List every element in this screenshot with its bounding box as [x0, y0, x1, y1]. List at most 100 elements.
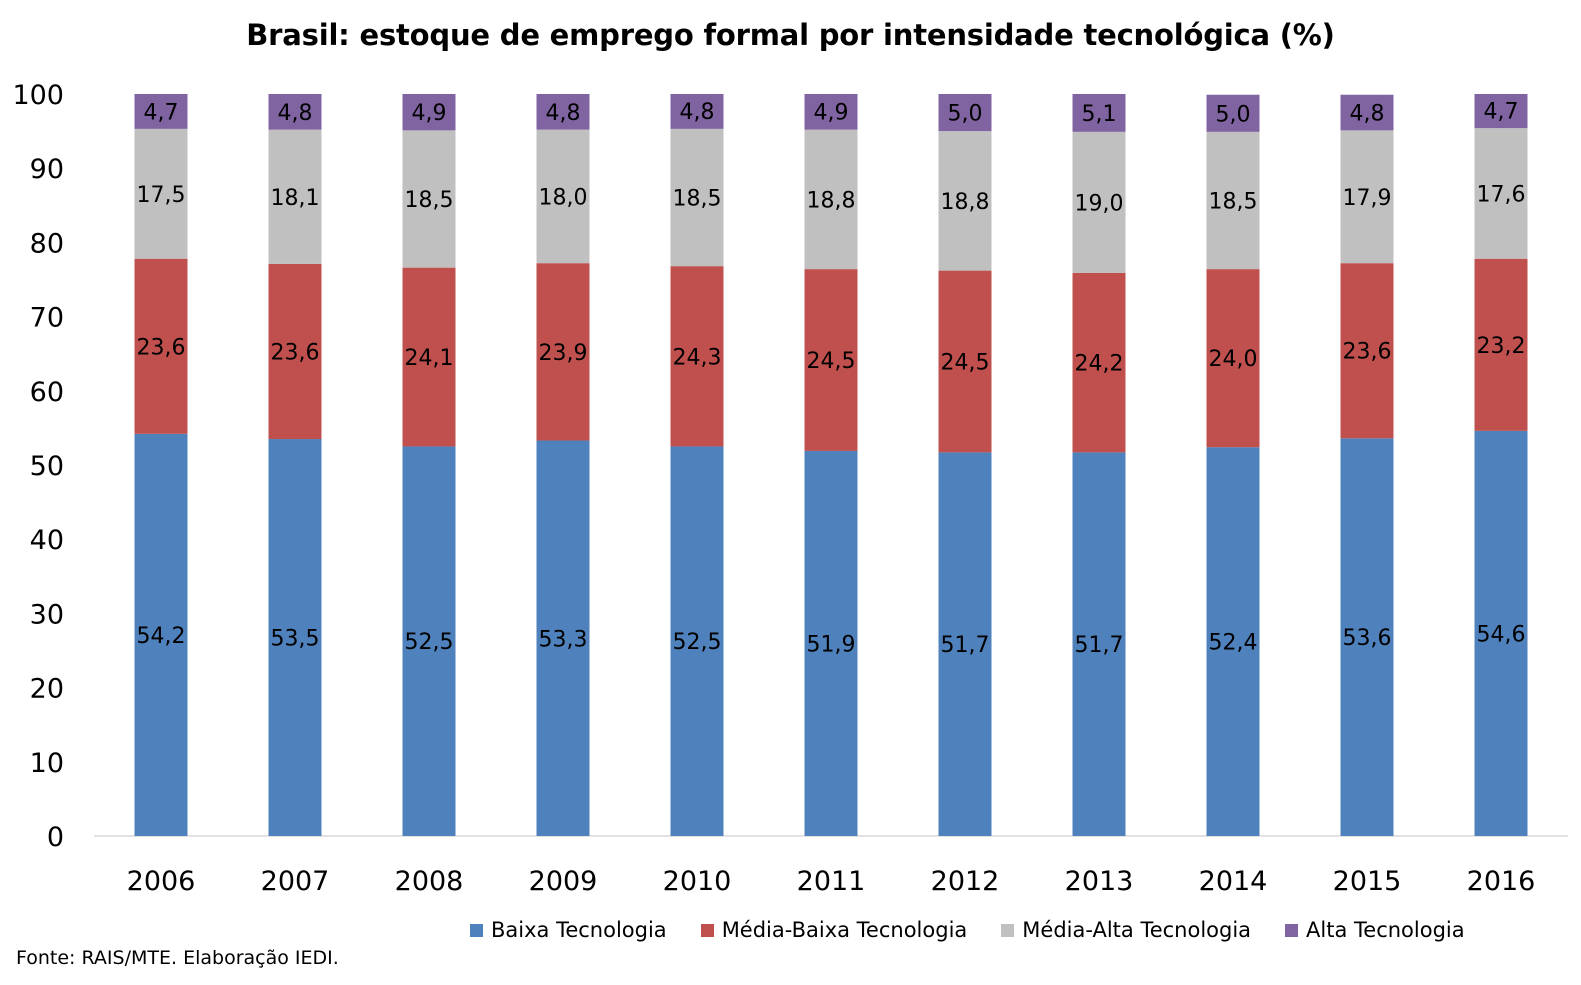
data-label: 17,9 — [1343, 186, 1392, 211]
y-tick-label: 10 — [30, 748, 64, 779]
data-label: 17,6 — [1477, 182, 1526, 207]
data-label: 23,6 — [1343, 340, 1392, 365]
data-label: 24,5 — [941, 350, 990, 375]
bar-segment — [670, 94, 724, 129]
legend-swatch — [700, 923, 714, 937]
legend-item: Média-Baixa Tecnologia — [700, 918, 968, 942]
bar-segment — [938, 270, 992, 453]
bar-segment — [938, 131, 992, 271]
y-tick-label: 60 — [30, 377, 64, 408]
bar-segment — [1072, 94, 1126, 132]
x-tick-label: 2012 — [931, 866, 1000, 897]
y-tick-label: 20 — [30, 674, 64, 705]
y-tick-label: 90 — [30, 154, 64, 185]
bar-segment — [402, 446, 456, 836]
data-label: 17,5 — [137, 183, 186, 208]
x-tick-label: 2006 — [127, 866, 196, 897]
bar-segment — [804, 450, 858, 836]
y-tick-label: 50 — [30, 451, 64, 482]
data-label: 4,8 — [546, 101, 581, 126]
data-label: 53,3 — [539, 627, 588, 652]
bar-segment — [804, 269, 858, 451]
bar-segment — [1340, 130, 1394, 264]
data-label: 54,2 — [137, 624, 186, 649]
data-label: 53,6 — [1343, 626, 1392, 651]
data-label: 24,5 — [807, 349, 856, 374]
data-label: 4,7 — [1484, 100, 1519, 125]
bar-segment — [670, 266, 724, 447]
bar-segment — [1072, 452, 1126, 836]
data-label: 18,8 — [807, 188, 856, 213]
data-label: 51,7 — [941, 633, 990, 658]
x-tick-label: 2015 — [1333, 866, 1402, 897]
y-tick-label: 30 — [30, 599, 64, 630]
x-tick-label: 2010 — [663, 866, 732, 897]
legend-label: Média-Baixa Tecnologia — [721, 918, 968, 942]
bar-segment — [268, 129, 322, 264]
bar-segment — [1206, 269, 1260, 448]
bar-segment — [134, 94, 188, 129]
data-label: 18,5 — [673, 187, 722, 212]
y-tick-label: 0 — [47, 822, 64, 853]
legend-swatch — [1285, 923, 1299, 937]
bar-segment — [402, 94, 456, 131]
data-label: 52,5 — [673, 630, 722, 655]
data-label: 5,0 — [1216, 102, 1251, 127]
bar-segment — [1474, 94, 1528, 129]
chart-legend: Baixa Tecnologia Média-Baixa Tecnologia Mé… — [470, 918, 1465, 942]
data-label: 4,8 — [1350, 102, 1385, 127]
bar-segment — [804, 94, 858, 130]
x-tick-label: 2008 — [395, 866, 464, 897]
bar-segment — [536, 440, 590, 836]
bar-segment — [268, 263, 322, 440]
data-label: 24,2 — [1075, 352, 1124, 377]
bar-segment — [134, 258, 188, 434]
data-label: 23,6 — [137, 335, 186, 360]
bar-segment — [938, 94, 992, 132]
data-label: 4,7 — [144, 100, 179, 125]
bar-segment — [1340, 438, 1394, 836]
legend-label: Alta Tecnologia — [1306, 918, 1465, 942]
data-label: 5,1 — [1082, 102, 1117, 127]
data-label: 18,0 — [539, 185, 588, 210]
x-tick-label: 2007 — [261, 866, 330, 897]
data-label: 24,0 — [1209, 347, 1258, 372]
x-tick-label: 2014 — [1199, 866, 1268, 897]
bar-segment — [1340, 94, 1394, 131]
bar-segment — [1206, 447, 1260, 836]
y-tick-label: 40 — [30, 525, 64, 556]
data-label: 19,0 — [1075, 191, 1124, 216]
data-label: 18,5 — [1209, 189, 1258, 214]
bar-segment — [268, 439, 322, 836]
y-tick-label: 100 — [12, 80, 64, 111]
bar-segment — [670, 446, 724, 836]
legend-item: Alta Tecnologia — [1285, 918, 1465, 942]
x-tick-label: 2016 — [1467, 866, 1536, 897]
data-label: 54,6 — [1477, 622, 1526, 647]
y-tick-label: 80 — [30, 228, 64, 259]
data-label: 23,9 — [539, 341, 588, 366]
data-label: 53,5 — [271, 627, 320, 652]
bar-segment — [402, 267, 456, 447]
data-label: 51,7 — [1075, 633, 1124, 658]
x-tick-label: 2009 — [529, 866, 598, 897]
x-tick-label: 2013 — [1065, 866, 1134, 897]
data-label: 23,2 — [1477, 334, 1526, 359]
bar-segment — [804, 129, 858, 270]
source-note: Fonte: RAIS/MTE. Elaboração IEDI. — [16, 947, 339, 969]
data-label: 4,9 — [814, 100, 849, 125]
bar-segment — [1474, 258, 1528, 431]
legend-item: Baixa Tecnologia — [470, 918, 667, 942]
x-tick-label: 2011 — [797, 866, 866, 897]
bar-segment — [1340, 263, 1394, 439]
bar-segment — [1072, 131, 1126, 273]
legend-swatch — [470, 923, 483, 937]
bar-segment — [536, 263, 590, 441]
bar-segment — [134, 128, 188, 259]
bar-segment — [402, 130, 456, 268]
bar-segment — [1474, 128, 1528, 259]
chart-title: Brasil: estoque de emprego formal por in… — [246, 18, 1335, 52]
data-label: 18,5 — [405, 188, 454, 213]
data-label: 18,8 — [941, 190, 990, 215]
